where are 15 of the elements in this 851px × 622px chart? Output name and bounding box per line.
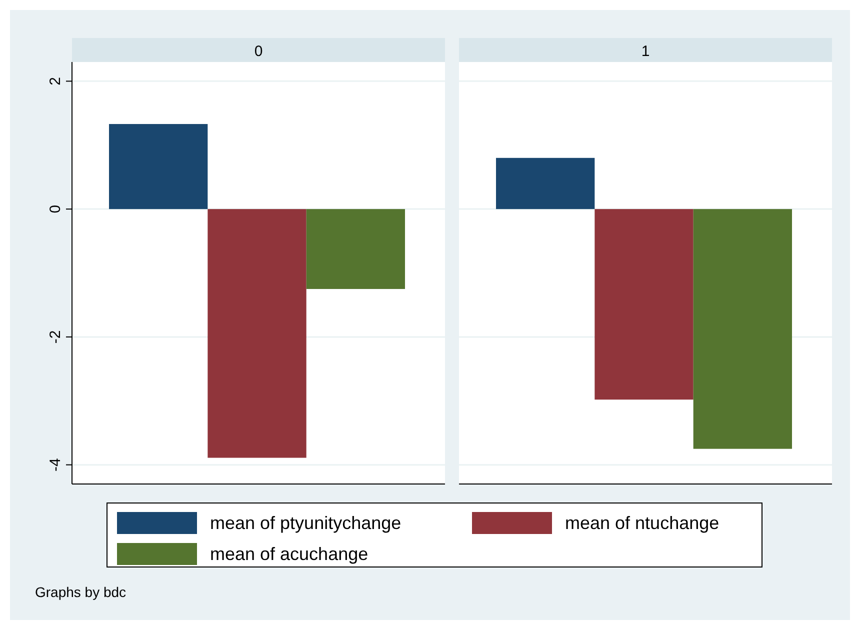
x-tick-label: 1 [641,43,650,60]
legend-label: mean of acuchange [210,544,368,564]
text: Graphs by bdc [35,584,126,600]
y-tick-label: 0 [47,204,64,214]
bar [208,209,306,458]
bar [594,209,694,400]
bar [496,158,595,210]
bar [693,209,792,449]
y-tick-label: -2 [47,330,64,344]
y-tick-label: 2 [47,77,64,86]
legend-label: mean of ntuchange [565,513,720,533]
legend-label: mean of ptyunitychange [210,513,402,533]
y-tick-label: -4 [47,458,64,472]
bar [109,124,208,210]
bar [306,209,405,289]
